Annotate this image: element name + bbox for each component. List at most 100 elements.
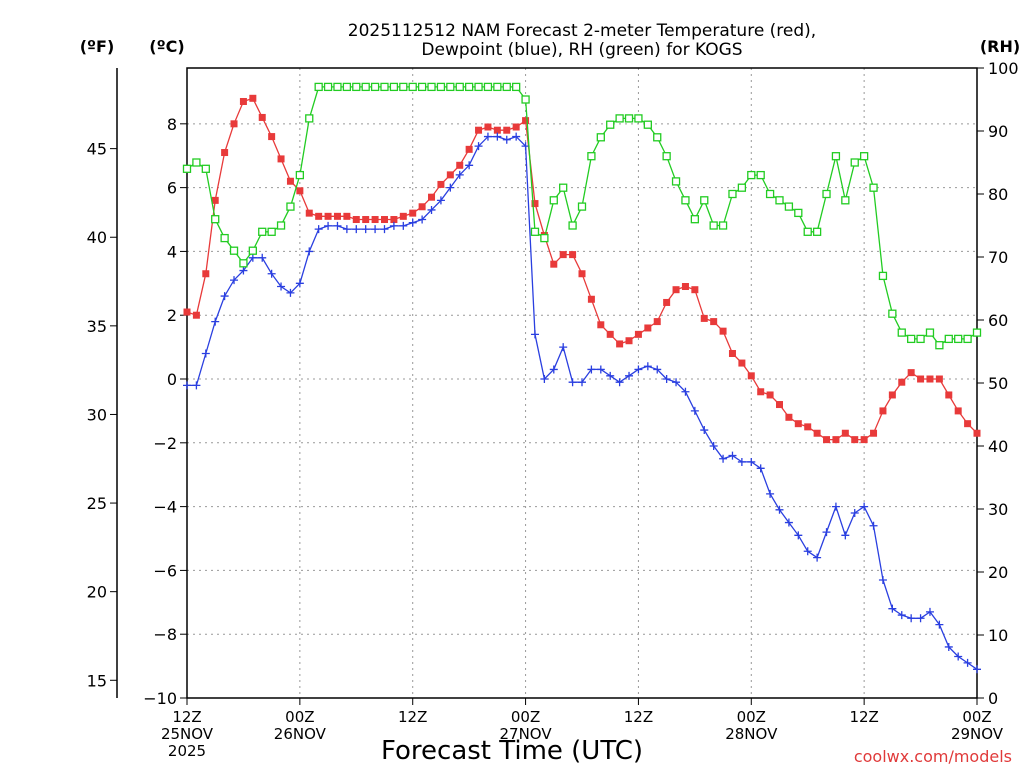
temperature-point <box>569 251 577 259</box>
temperature-point <box>324 212 332 220</box>
celsius-tick-label: 2 <box>167 306 177 325</box>
temperature-point <box>211 196 219 204</box>
temperature-point <box>832 436 840 444</box>
dewpoint-point <box>286 288 295 297</box>
temperature-point <box>841 429 849 437</box>
temperature-point <box>475 126 483 134</box>
rh-point <box>323 82 333 92</box>
rh-point <box>446 82 455 92</box>
dewpoint-point <box>267 269 276 278</box>
temperature-point <box>597 321 605 329</box>
temperature-point <box>606 330 614 338</box>
dewpoint-point <box>483 132 492 141</box>
temperature-point <box>898 378 906 386</box>
dewpoint-point <box>596 365 605 374</box>
rh-point <box>512 82 521 92</box>
chart-title-line1: 2025112512 NAM Forecast 2-meter Temperat… <box>348 21 816 41</box>
rh-point <box>577 202 587 211</box>
rh-point <box>276 221 286 230</box>
temperature-point <box>352 216 360 224</box>
temperature-point <box>776 401 783 409</box>
rh-point <box>775 196 784 205</box>
temperature-point <box>879 407 887 415</box>
rh-point <box>248 246 257 255</box>
rh-tick-label: 50 <box>988 374 1008 393</box>
rh-point <box>399 82 408 92</box>
temperature-point <box>465 145 473 153</box>
rh-point <box>220 233 229 243</box>
celsius-tick-label: −2 <box>153 434 177 453</box>
rh-point <box>286 202 295 211</box>
rh-point <box>521 95 530 104</box>
rh-point <box>963 334 972 344</box>
celsius-axis: 8 6 4 2 0 −2 −4 −6 −8 −10 <box>143 115 187 708</box>
rh-point <box>916 334 925 344</box>
fahrenheit-tick-label: 30 <box>87 405 107 424</box>
temperature-point <box>239 97 247 105</box>
celsius-tick-label: −4 <box>153 498 177 517</box>
rh-tick-label: 100 <box>988 59 1019 78</box>
rh-point <box>653 133 662 142</box>
dewpoint-point <box>211 317 220 326</box>
dewpoint-point <box>794 531 803 540</box>
x-tick-label: 2025 <box>168 742 206 760</box>
temperature-point <box>258 113 266 121</box>
rh-point <box>831 152 841 161</box>
rh-point <box>427 82 436 92</box>
dewpoint-point <box>634 365 643 374</box>
dewpoint-point <box>559 343 568 352</box>
temperature-point <box>945 391 953 399</box>
celsius-tick-label: −6 <box>153 561 177 580</box>
celsius-tick-label: −10 <box>143 689 177 708</box>
temperature-point <box>710 318 718 326</box>
rh-point <box>417 82 427 92</box>
x-tick-label: 00Z <box>511 708 540 726</box>
rh-point <box>822 189 831 199</box>
rh-point <box>201 164 210 173</box>
celsius-tick-label: 6 <box>167 179 177 198</box>
rh-point <box>972 328 982 337</box>
temperature-point <box>183 308 191 316</box>
rh-point <box>502 82 511 92</box>
dewpoint-point <box>502 135 511 144</box>
dewpoint-point <box>521 142 530 151</box>
temperature-point <box>973 429 981 437</box>
dewpoint-point <box>587 365 596 374</box>
celsius-tick-label: 0 <box>167 370 177 389</box>
x-tick-label: 27NOV <box>500 725 553 743</box>
rh-point <box>709 221 718 230</box>
temperature-point <box>860 436 868 444</box>
dewpoint-point <box>352 225 361 234</box>
x-tick-label: 12Z <box>624 708 653 726</box>
x-tick-label: 29NOV <box>951 725 1004 743</box>
dewpoint-point <box>305 247 314 256</box>
rh-point <box>784 202 794 211</box>
dewpoint-point <box>662 375 671 384</box>
rh-point <box>634 114 643 123</box>
temperature-point <box>888 391 896 399</box>
rh-point <box>530 227 540 236</box>
temperature-point <box>503 126 511 134</box>
temperature-point <box>653 318 661 326</box>
rh-point <box>540 233 549 243</box>
rh-point <box>380 82 389 92</box>
x-tick-label: 12Z <box>172 708 201 726</box>
rh-point <box>690 215 700 224</box>
rh-point <box>812 227 822 236</box>
rh-tick-label: 0 <box>988 689 998 708</box>
rh-point <box>606 120 615 129</box>
temperature-point <box>418 203 426 211</box>
dewpoint-point <box>850 508 859 517</box>
temperature-point <box>249 94 257 102</box>
temperature-point <box>230 120 238 128</box>
rh-point <box>765 189 775 199</box>
temperature-point <box>399 212 407 220</box>
dewpoint-point <box>709 442 718 450</box>
rh-point <box>944 334 953 344</box>
dewpoint-point <box>935 620 944 629</box>
rh-point <box>568 221 577 230</box>
fahrenheit-tick-label: 35 <box>87 317 107 336</box>
dewpoint-point <box>690 406 699 415</box>
dewpoint-point <box>813 553 822 562</box>
